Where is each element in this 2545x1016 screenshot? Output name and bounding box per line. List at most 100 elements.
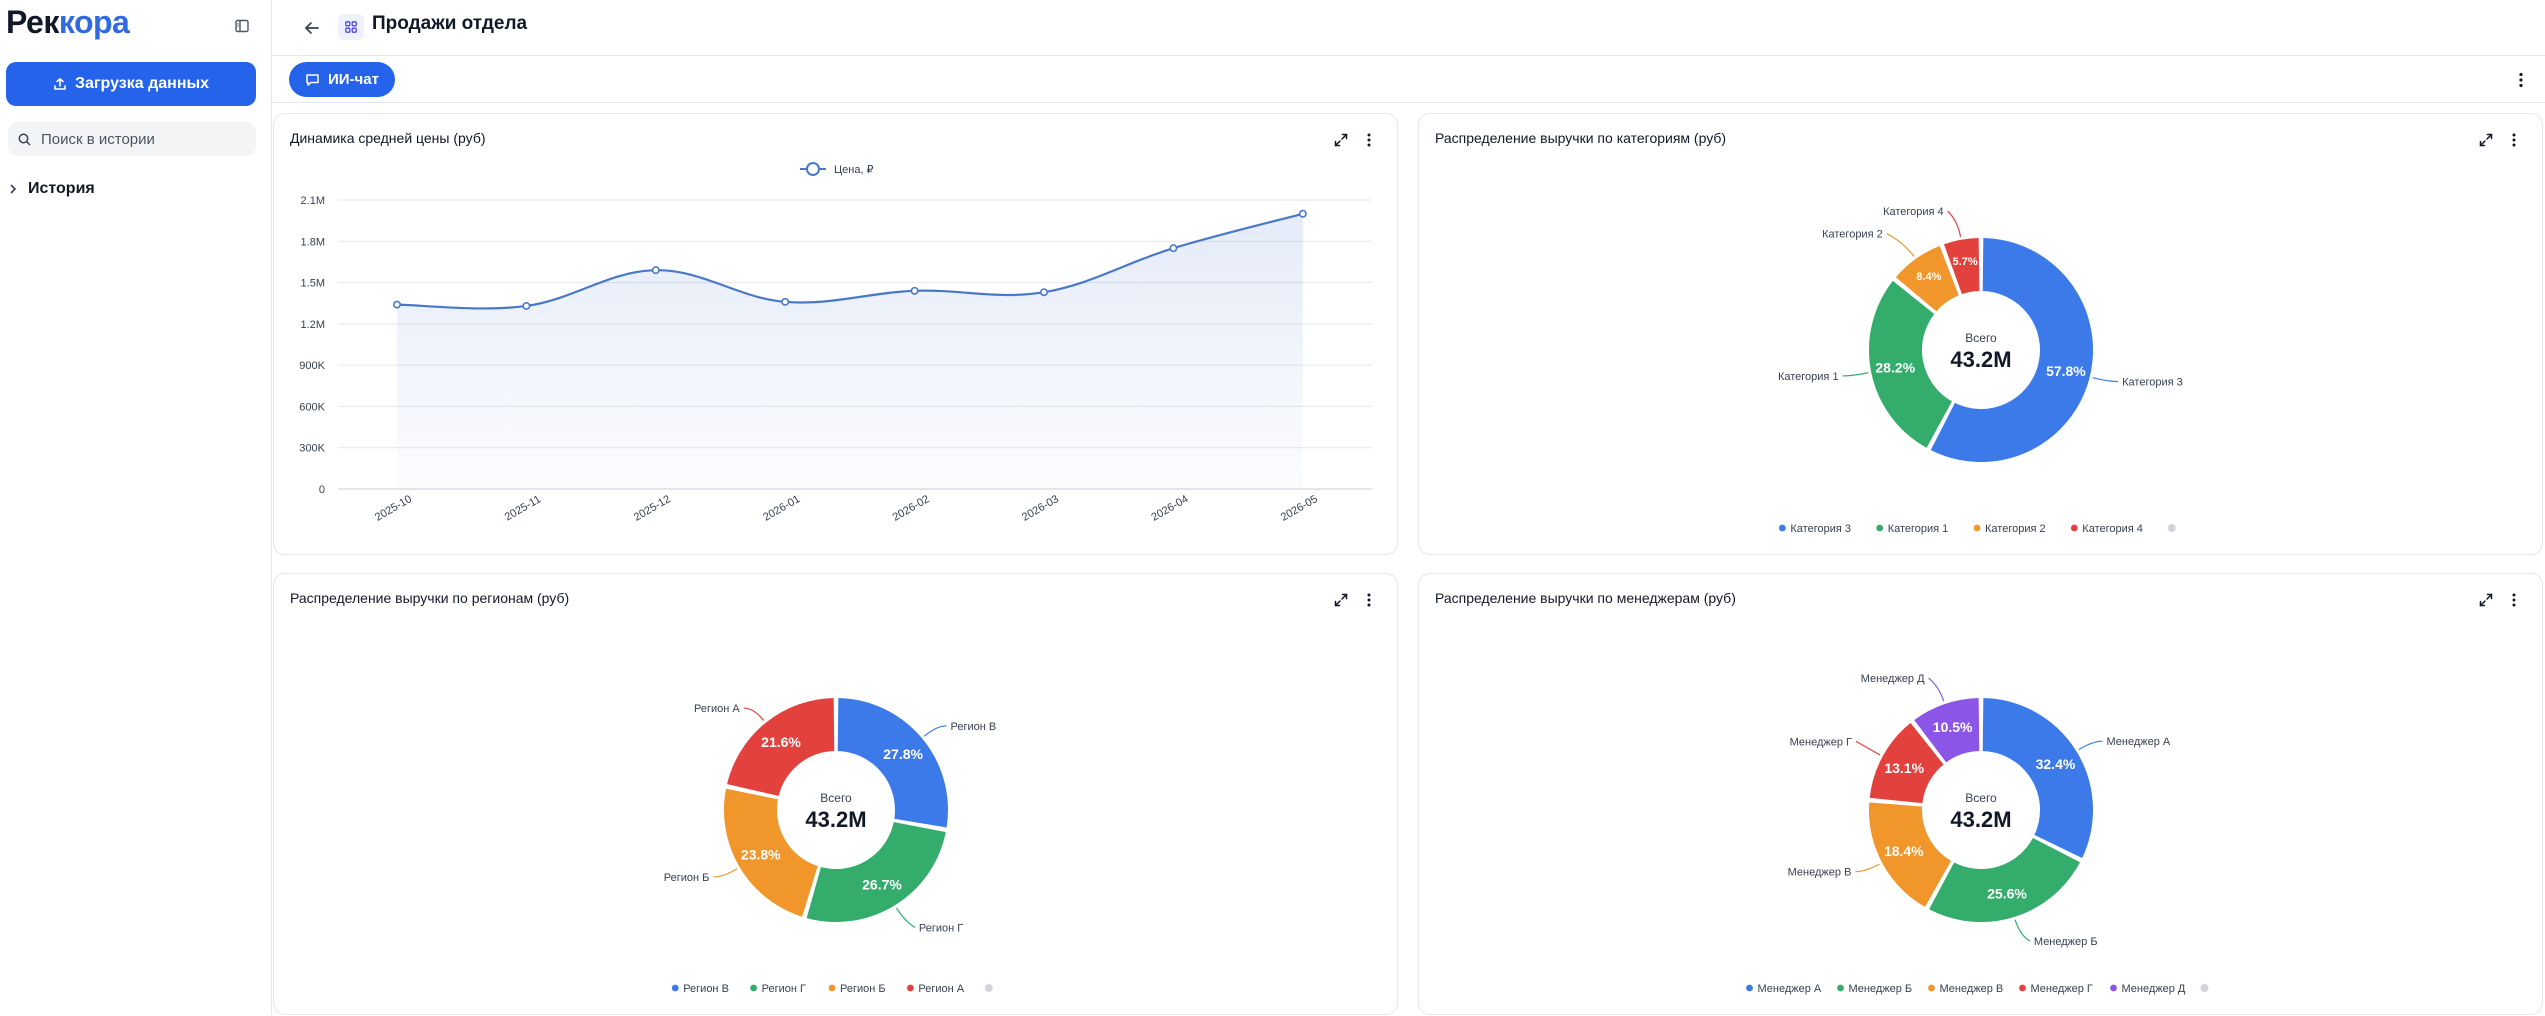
donut-slice[interactable] — [1941, 236, 1982, 297]
toolbar-more-icon[interactable] — [2511, 69, 2531, 91]
legend-label: Менеджер Г — [2031, 983, 2093, 995]
y-tick-label: 900K — [299, 360, 325, 372]
x-tick-label: 2026-02 — [891, 493, 932, 524]
slice-percent-label: 23.8% — [741, 847, 781, 863]
slice-name-label: Категория 1 — [1778, 371, 1839, 383]
legend-label: Менеджер А — [1758, 983, 1822, 995]
legend-more-dot[interactable] — [984, 984, 993, 992]
donut-slice[interactable] — [1867, 720, 1946, 806]
app-logo[interactable]: Реккора — [6, 2, 130, 42]
donut-slice[interactable] — [722, 786, 820, 920]
leader-line — [923, 725, 947, 737]
legend-more-dot[interactable] — [2200, 984, 2209, 992]
region-revenue-card: Распределение выручки по регионам (руб) … — [273, 573, 1398, 1015]
donut-chart: 57.8% Категория 3 28.2% Категория 1 8.4% Кате… — [1778, 206, 2183, 535]
donut-center-value: 43.2M — [1950, 807, 2011, 832]
legend-more-dot[interactable] — [2167, 524, 2176, 532]
slice-name-label: Регион В — [950, 721, 996, 733]
legend-item[interactable]: Менеджер В — [1928, 983, 2003, 995]
data-point[interactable] — [1039, 288, 1048, 297]
page-title: Продажи отдела — [372, 13, 528, 34]
data-point[interactable] — [522, 301, 531, 310]
donut-slice[interactable] — [1926, 835, 2083, 924]
x-tick-label: 2025-12 — [632, 493, 673, 524]
legend-item[interactable]: Менеджер Д — [2110, 983, 2186, 995]
legend-item[interactable]: Регион Г — [750, 983, 806, 995]
legend-item[interactable]: Регион В — [671, 983, 729, 995]
legend-label: Категория 3 — [1790, 523, 1851, 535]
expand-icon[interactable] — [2476, 130, 2496, 150]
chart-legend[interactable]: Цена, ₽ — [800, 162, 874, 176]
series-area — [397, 213, 1303, 489]
data-point[interactable] — [393, 300, 402, 309]
upload-icon — [54, 78, 66, 90]
chart-legend[interactable]: Регион В Регион Г Регион Б Регион А — [671, 983, 993, 995]
ai-chat-label: ИИ-чат — [328, 71, 379, 88]
y-tick-label: 0 — [319, 484, 325, 496]
slice-name-label: Менеджер Д — [1861, 673, 1925, 685]
data-point[interactable] — [1298, 209, 1307, 218]
data-point[interactable] — [781, 297, 790, 306]
chart-legend[interactable]: Категория 3 Категория 1 Категория 2 Категор… — [1779, 523, 2176, 535]
more-vertical-icon[interactable] — [1359, 130, 1379, 150]
donut-slice[interactable] — [724, 696, 837, 799]
donut-slice[interactable] — [1911, 696, 1982, 765]
x-tick-label: 2025-11 — [503, 493, 543, 523]
slice-percent-label: 57.8% — [2046, 363, 2086, 379]
card-title: Распределение выручки по менеджерам (руб… — [1435, 590, 1736, 606]
donut-slice[interactable] — [835, 696, 950, 830]
card-title: Динамика средней цены (руб) — [290, 130, 486, 146]
data-point[interactable] — [910, 286, 919, 295]
donut-slice[interactable] — [1893, 243, 1962, 314]
legend-label: Регион В — [683, 983, 729, 995]
expand-icon[interactable] — [1331, 590, 1351, 610]
legend-label: Менеджер В — [1940, 983, 2004, 995]
x-tick-label: 2026-01 — [761, 493, 802, 524]
leader-line — [743, 707, 765, 721]
history-section-toggle[interactable]: История — [8, 180, 95, 198]
line-chart: 0 300K 600K 900K 1.2M 1.5M 1.8M 2.1M 2025-10 2025… — [299, 162, 1372, 524]
legend-item[interactable]: Категория 4 — [2070, 523, 2143, 535]
legend-item[interactable]: Менеджер А — [1746, 983, 1822, 995]
ai-chat-button[interactable]: ИИ-чат — [289, 62, 395, 97]
data-point[interactable] — [651, 266, 660, 275]
slice-percent-label: 18.4% — [1884, 843, 1924, 859]
donut-slice[interactable] — [1867, 278, 1955, 451]
legend-label: Категория 1 — [1888, 523, 1949, 535]
donut-center-label: Всего — [1965, 791, 1997, 805]
donut-slice[interactable] — [1980, 696, 2095, 861]
legend-item[interactable]: Категория 3 — [1779, 523, 1851, 535]
history-search[interactable] — [8, 122, 256, 156]
legend-label: Цена, ₽ — [834, 164, 874, 176]
upload-data-button[interactable]: Загрузка данных — [6, 62, 256, 106]
card-title: Распределение выручки по категориям (руб… — [1435, 130, 1727, 146]
legend-label: Менеджер Б — [1849, 983, 1913, 995]
donut-slice[interactable] — [804, 819, 948, 924]
donut-slice[interactable] — [1867, 800, 1954, 910]
slice-name-label: Регион А — [694, 703, 740, 715]
more-vertical-icon[interactable] — [2504, 590, 2524, 610]
expand-icon[interactable] — [2476, 590, 2496, 610]
legend-item[interactable]: Регион А — [907, 983, 965, 995]
expand-icon[interactable] — [1331, 130, 1351, 150]
more-vertical-icon[interactable] — [2504, 130, 2524, 150]
sidebar: Реккора Загрузка данных История — [0, 0, 272, 1015]
legend-item[interactable]: Менеджер Г — [2019, 983, 2093, 995]
sidebar-collapse-icon[interactable] — [232, 16, 252, 36]
x-tick-label: 2025-10 — [373, 493, 414, 524]
legend-item[interactable]: Менеджер Б — [1837, 983, 1912, 995]
data-point[interactable] — [1169, 244, 1178, 253]
more-vertical-icon[interactable] — [1359, 590, 1379, 610]
history-search-input[interactable] — [39, 129, 249, 149]
legend-item[interactable]: Категория 1 — [1876, 523, 1948, 535]
legend-label: Категория 2 — [1985, 523, 2046, 535]
slice-name-label: Регион Б — [664, 872, 710, 884]
back-arrow-icon[interactable] — [300, 16, 324, 40]
legend-item[interactable]: Регион Б — [828, 983, 886, 995]
chevron-right-icon — [10, 184, 17, 194]
donut-slice[interactable] — [1928, 236, 2095, 464]
legend-item[interactable]: Категория 2 — [1973, 523, 2046, 535]
category-revenue-card: Распределение выручки по категориям (руб… — [1418, 113, 2543, 555]
legend-label: Регион Г — [762, 983, 806, 995]
chart-legend[interactable]: Менеджер А Менеджер Б Менеджер В Менеджер Г… — [1746, 983, 2209, 995]
